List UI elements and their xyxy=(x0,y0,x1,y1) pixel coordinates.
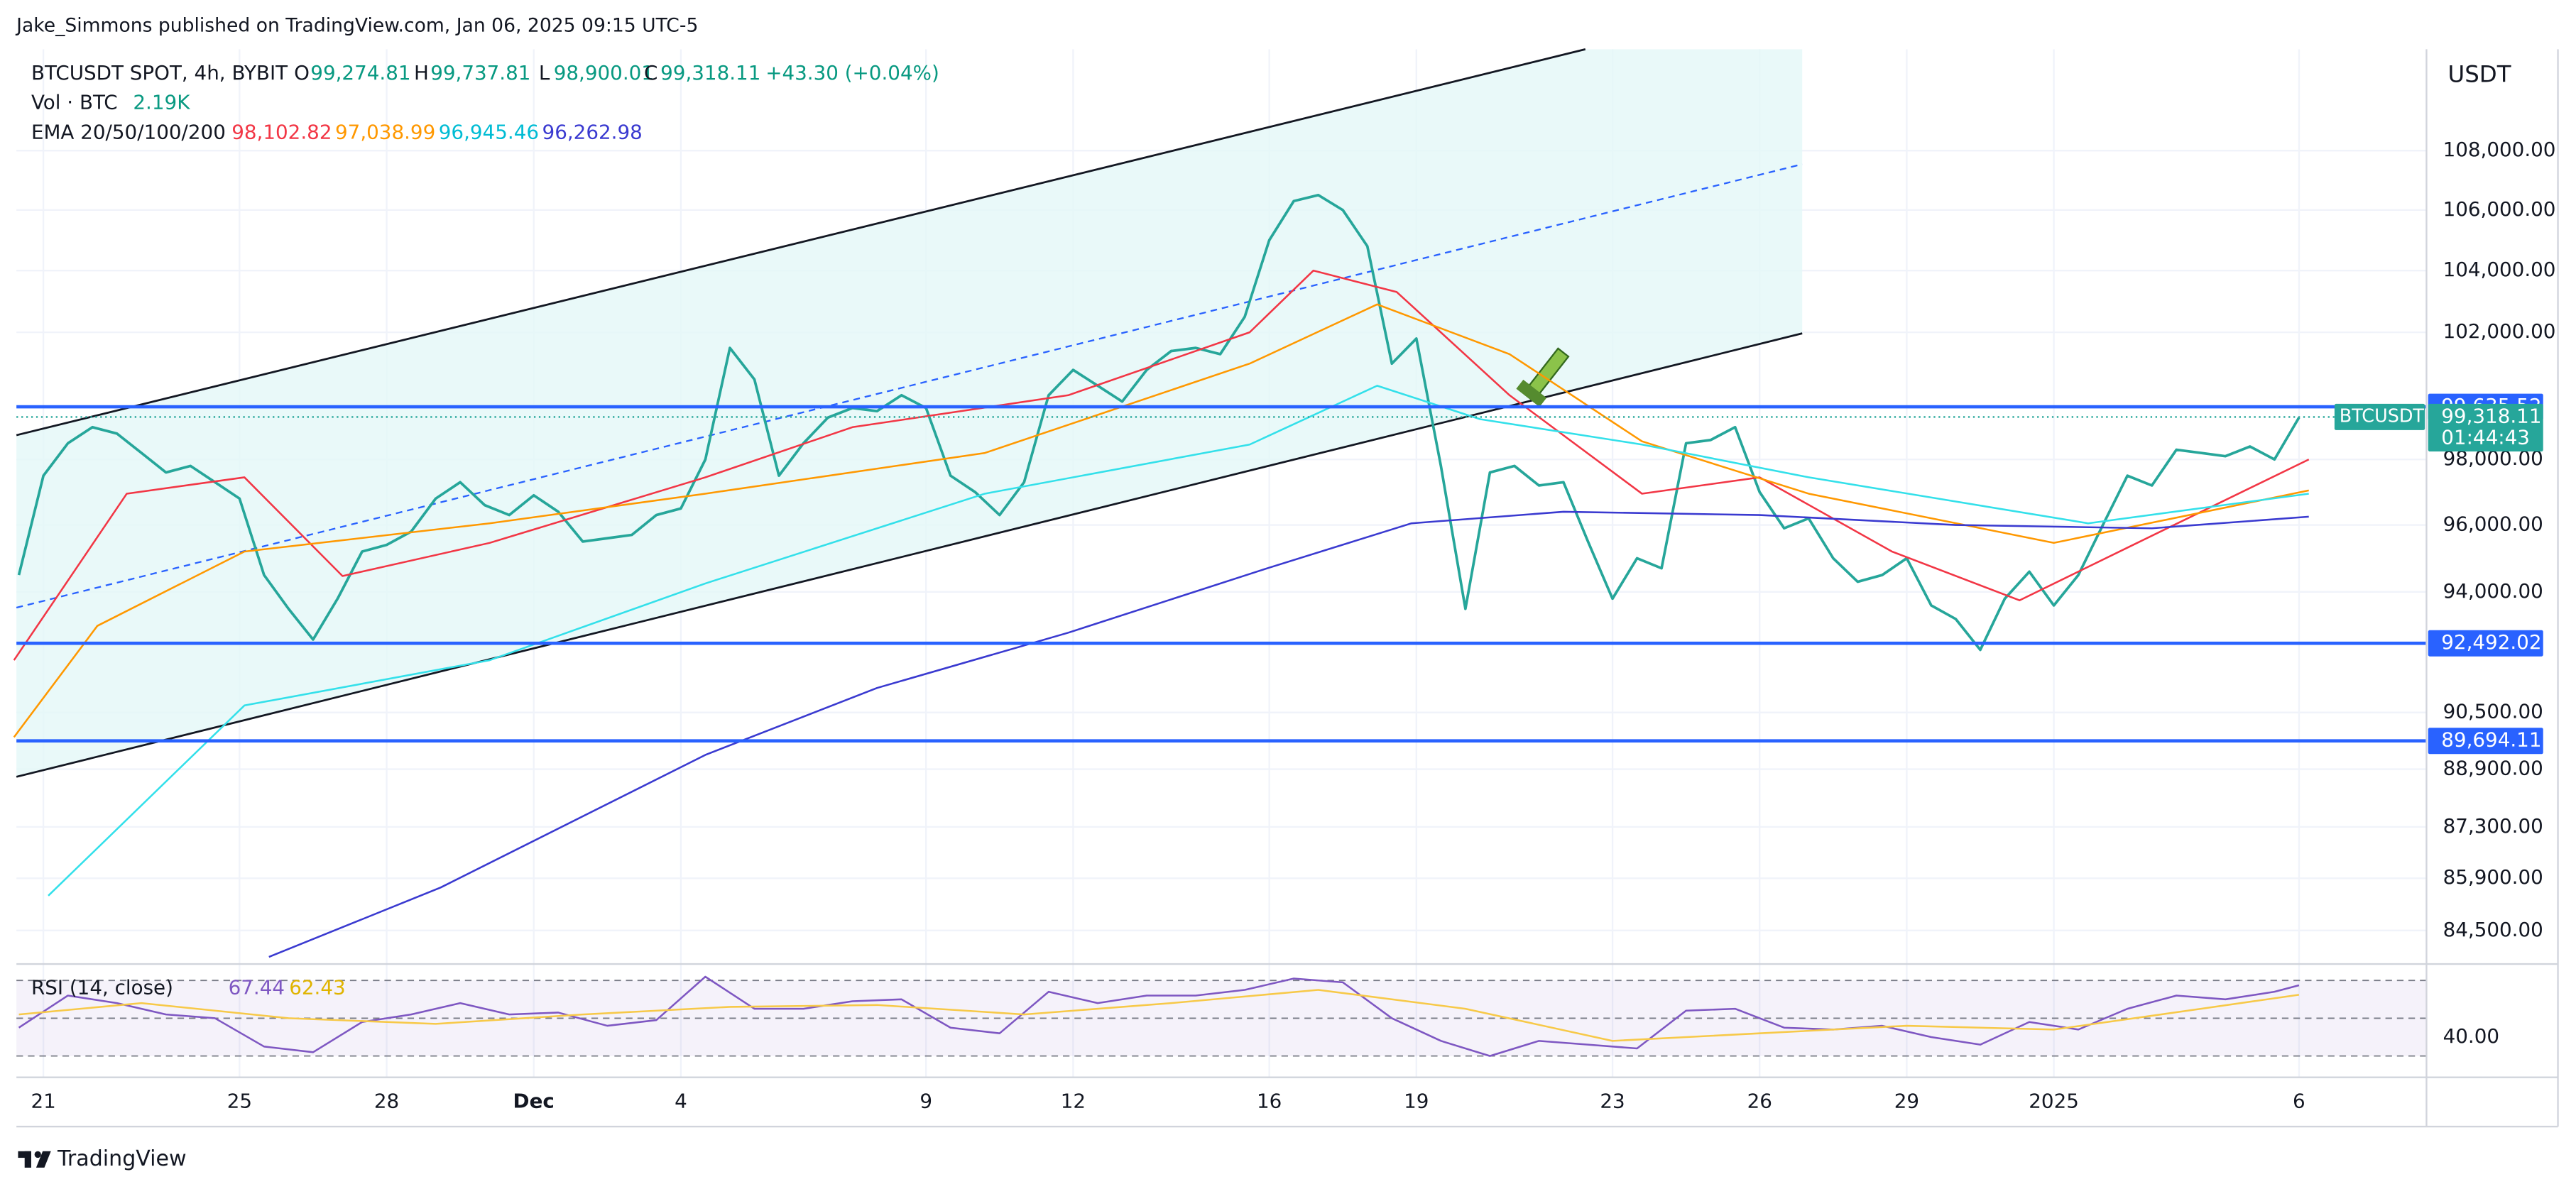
footer-brand: TradingView xyxy=(57,1146,187,1171)
y-tick-label: 85,900.00 xyxy=(2443,865,2543,889)
y-tick-label: 94,000.00 xyxy=(2443,579,2543,603)
ohlc-key: L xyxy=(539,61,550,84)
logo-part xyxy=(34,1151,41,1158)
x-tick-label: 2025 xyxy=(2029,1089,2079,1112)
series-line xyxy=(13,269,2310,661)
ema-value: 97,038.99 xyxy=(335,120,435,143)
series-line xyxy=(17,193,2301,652)
y-tick-label: 106,000.00 xyxy=(2443,197,2556,221)
countdown-label: 01:44:43 xyxy=(2441,425,2530,449)
change: +43.30 (+0.04%) xyxy=(765,61,939,84)
series-line xyxy=(18,975,2300,1057)
ema-value: 98,102.82 xyxy=(231,120,332,143)
last-price-box xyxy=(2428,403,2543,451)
ohlc-value: 99,318.11 xyxy=(660,61,760,84)
ohlc-key: O xyxy=(294,61,310,84)
ohlc-key: C xyxy=(644,61,657,84)
y-tick-label: 108,000.00 xyxy=(2443,138,2556,161)
logo-part xyxy=(36,1151,51,1168)
y-tick-label: 104,000.00 xyxy=(2443,258,2556,281)
currency: USDT xyxy=(2448,60,2511,87)
x-tick-label: 16 xyxy=(1257,1089,1282,1112)
tv-logo xyxy=(18,1151,51,1168)
x-tick-label: 12 xyxy=(1061,1089,1086,1112)
y-tick-label: 88,900.00 xyxy=(2443,757,2543,780)
price-level-box xyxy=(2428,630,2543,657)
rsi-title: RSI (14, close) xyxy=(31,976,173,999)
labels: 84,500.00 85,900.00 87,300.00 88,900.00 90,5… xyxy=(31,138,2555,1112)
channel-mid xyxy=(16,163,1803,609)
x-tick-label: 19 xyxy=(1404,1089,1429,1112)
price-level-label: 89,694.11 xyxy=(2441,728,2541,752)
plot xyxy=(13,193,2427,1057)
symbol-label: BTCUSDT xyxy=(2340,405,2425,427)
rsi-ma-value: 62.43 xyxy=(289,976,345,999)
ohlc-value: 99,274.81 xyxy=(310,61,410,84)
y-tick-label: 84,500.00 xyxy=(2443,918,2543,941)
x-tick-label: 26 xyxy=(1747,1089,1772,1112)
y-tick-label: 96,000.00 xyxy=(2443,513,2543,536)
hammer-icon xyxy=(1516,347,1570,407)
symbol-box xyxy=(2334,403,2425,430)
ohlc-key: H xyxy=(414,61,429,84)
x-tick-label: Dec xyxy=(513,1089,555,1112)
series-line xyxy=(13,303,2309,738)
hammer-head xyxy=(1516,379,1547,407)
y-tick-label: 102,000.00 xyxy=(2443,319,2556,343)
x-tick-label: 4 xyxy=(675,1089,687,1112)
volume-value: 2.19K xyxy=(133,91,190,114)
price-level-box xyxy=(2428,728,2543,755)
y-tick-label: 87,300.00 xyxy=(2443,814,2543,838)
ohlc-value: 99,737.81 xyxy=(430,61,530,84)
ohlc-value: 98,900.01 xyxy=(554,61,654,84)
series-line xyxy=(48,385,2309,897)
rsi-value: 67.44 xyxy=(229,976,285,999)
x-tick-label: 23 xyxy=(1600,1089,1625,1112)
x-tick-label: 21 xyxy=(31,1089,55,1112)
x-tick-label: 25 xyxy=(227,1089,252,1112)
publisher-line: Jake_Simmons published on TradingView.co… xyxy=(15,15,698,37)
y-tick-label: 40.00 xyxy=(2443,1024,2499,1048)
ema-label: EMA 20/50/100/200 xyxy=(31,120,226,143)
x-tick-label: 6 xyxy=(2293,1089,2305,1112)
series-line xyxy=(18,989,2300,1042)
x-tick-label: 29 xyxy=(1894,1089,1919,1112)
last-price-label: 99,318.11 xyxy=(2441,404,2541,427)
ema-value: 96,262.98 xyxy=(542,120,643,143)
series-line xyxy=(268,510,2309,958)
x-tick-label: 28 xyxy=(374,1089,399,1112)
logo-part xyxy=(24,1151,31,1168)
price-level-label: 92,492.02 xyxy=(2441,630,2541,654)
symbol-title: BTCUSDT SPOT, 4h, BYBIT xyxy=(31,61,288,84)
y-tick-label: 90,500.00 xyxy=(2443,700,2543,723)
ema-value: 96,945.46 xyxy=(439,120,539,143)
x-tick-label: 9 xyxy=(919,1089,932,1112)
volume-label: Vol · BTC xyxy=(31,91,118,114)
channel-upper xyxy=(16,48,1586,437)
